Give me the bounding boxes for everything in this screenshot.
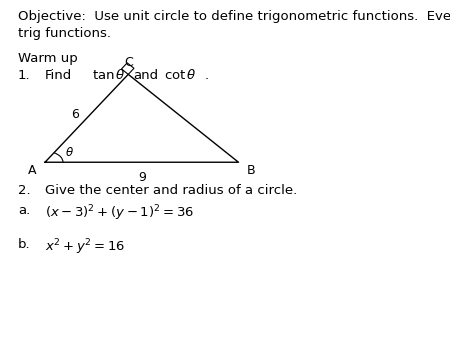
- Text: C: C: [124, 56, 133, 69]
- Text: A: A: [28, 164, 37, 177]
- Text: Warm up: Warm up: [18, 52, 78, 65]
- Text: and: and: [133, 69, 158, 82]
- Text: Find: Find: [45, 69, 72, 82]
- Text: $\cot\theta$: $\cot\theta$: [164, 68, 197, 82]
- Text: .: .: [205, 69, 209, 82]
- Text: $\tan\theta$: $\tan\theta$: [92, 68, 126, 82]
- Text: $\theta$: $\theta$: [65, 146, 74, 159]
- Text: $(x-3)^{2}+(y-1)^{2}=36$: $(x-3)^{2}+(y-1)^{2}=36$: [45, 203, 194, 223]
- Text: 6: 6: [72, 108, 79, 121]
- Text: b.: b.: [18, 238, 31, 251]
- Text: a.: a.: [18, 204, 30, 217]
- Text: 2.: 2.: [18, 184, 31, 197]
- Text: Give the center and radius of a circle.: Give the center and radius of a circle.: [45, 184, 297, 197]
- Text: 1.: 1.: [18, 69, 31, 82]
- Text: B: B: [247, 164, 255, 177]
- Text: $x^{2}+y^{2}=16$: $x^{2}+y^{2}=16$: [45, 237, 125, 257]
- Text: 9: 9: [138, 171, 146, 184]
- Text: Objective:  Use unit circle to define trigonometric functions.  Even and odd
tri: Objective: Use unit circle to define tri…: [18, 10, 450, 40]
